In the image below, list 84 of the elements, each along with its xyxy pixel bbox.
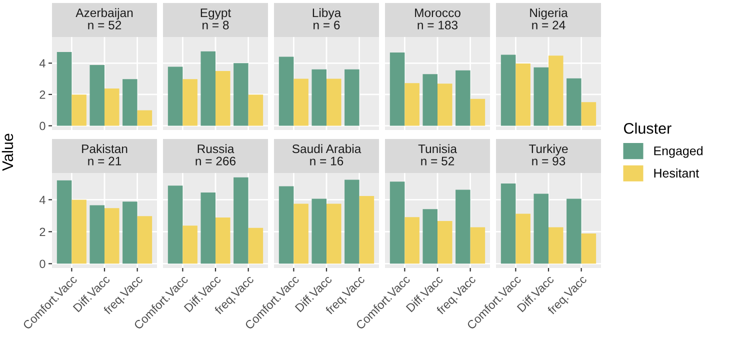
bar xyxy=(56,180,72,264)
chart-title: Russia xyxy=(198,144,234,154)
chart-subtitle: n = 6 xyxy=(314,20,340,30)
bar xyxy=(182,226,198,264)
bar xyxy=(456,70,470,126)
bar xyxy=(438,220,452,264)
bar xyxy=(248,228,264,264)
chart-subtitle: n = 24 xyxy=(532,20,566,30)
bar xyxy=(294,204,308,264)
bar xyxy=(456,190,470,264)
chart-title: Turkiye xyxy=(528,144,568,156)
chart-subtitle: n = 266 xyxy=(196,156,236,166)
chart-title: Azerbaijan xyxy=(76,8,133,20)
bar xyxy=(566,78,582,126)
bar xyxy=(534,67,548,126)
bar xyxy=(470,227,486,264)
bar xyxy=(404,217,420,264)
bar xyxy=(168,186,183,264)
bar xyxy=(168,66,183,126)
bar xyxy=(234,177,248,264)
bar xyxy=(137,216,152,264)
bar xyxy=(390,52,405,126)
legend-title: Cluster xyxy=(624,122,672,134)
chart-title: Pakistan xyxy=(82,144,128,154)
bar xyxy=(122,79,138,126)
bar xyxy=(90,205,104,264)
bar xyxy=(122,202,138,264)
bar xyxy=(104,208,120,264)
bar xyxy=(516,63,530,126)
chart-title: Libya xyxy=(312,8,342,20)
bar xyxy=(390,182,405,264)
y-axis-title: Value xyxy=(2,134,14,171)
bar xyxy=(137,110,152,126)
chart-subtitle: n = 21 xyxy=(88,156,122,166)
bar xyxy=(516,214,530,264)
chart-title: Morocco xyxy=(415,8,460,18)
y-tick-label: 4 xyxy=(39,196,46,204)
bar xyxy=(404,83,420,126)
bar xyxy=(344,180,360,264)
chart-subtitle: n = 8 xyxy=(202,20,229,30)
bar xyxy=(104,88,120,126)
bar xyxy=(72,94,86,126)
legend-label: Engaged xyxy=(654,146,702,158)
bar xyxy=(438,84,452,126)
bar xyxy=(90,65,104,126)
chart-subtitle: n = 52 xyxy=(88,20,122,30)
bar xyxy=(312,198,326,264)
bar xyxy=(56,52,72,126)
bar xyxy=(548,56,564,126)
bar xyxy=(548,227,564,264)
bar xyxy=(422,209,438,264)
y-tick-label: 0 xyxy=(40,122,46,130)
bar xyxy=(359,196,374,264)
bar xyxy=(248,94,264,126)
y-tick-label: 2 xyxy=(40,90,46,99)
y-tick-label: 2 xyxy=(40,228,46,236)
chart-subtitle: n = 183 xyxy=(418,20,458,30)
chart-title: Nigeria xyxy=(530,8,568,20)
bar xyxy=(500,54,516,126)
bar xyxy=(216,217,230,264)
chart-title: Saudi Arabia xyxy=(292,144,362,154)
bar xyxy=(216,70,230,126)
chart-title: Tunisia xyxy=(418,144,457,154)
chart-title: Egypt xyxy=(200,8,232,20)
bar xyxy=(200,192,216,264)
chart-subtitle: n = 16 xyxy=(310,156,344,166)
y-tick-label: 4 xyxy=(39,59,46,68)
bar xyxy=(278,186,294,264)
bar xyxy=(200,51,216,126)
bar xyxy=(234,63,248,126)
bar xyxy=(182,79,198,126)
bar xyxy=(500,184,516,264)
bar xyxy=(534,194,548,264)
bar xyxy=(422,74,438,126)
chart-subtitle: n = 93 xyxy=(532,156,566,166)
bar xyxy=(72,200,86,264)
bar xyxy=(581,102,596,126)
y-tick-label: 0 xyxy=(40,260,46,268)
bar xyxy=(581,233,596,264)
bar xyxy=(326,204,342,264)
legend-label: Hesitant xyxy=(654,168,700,178)
chart-subtitle: n = 52 xyxy=(421,156,454,166)
bar xyxy=(470,98,486,126)
bar xyxy=(566,198,582,264)
